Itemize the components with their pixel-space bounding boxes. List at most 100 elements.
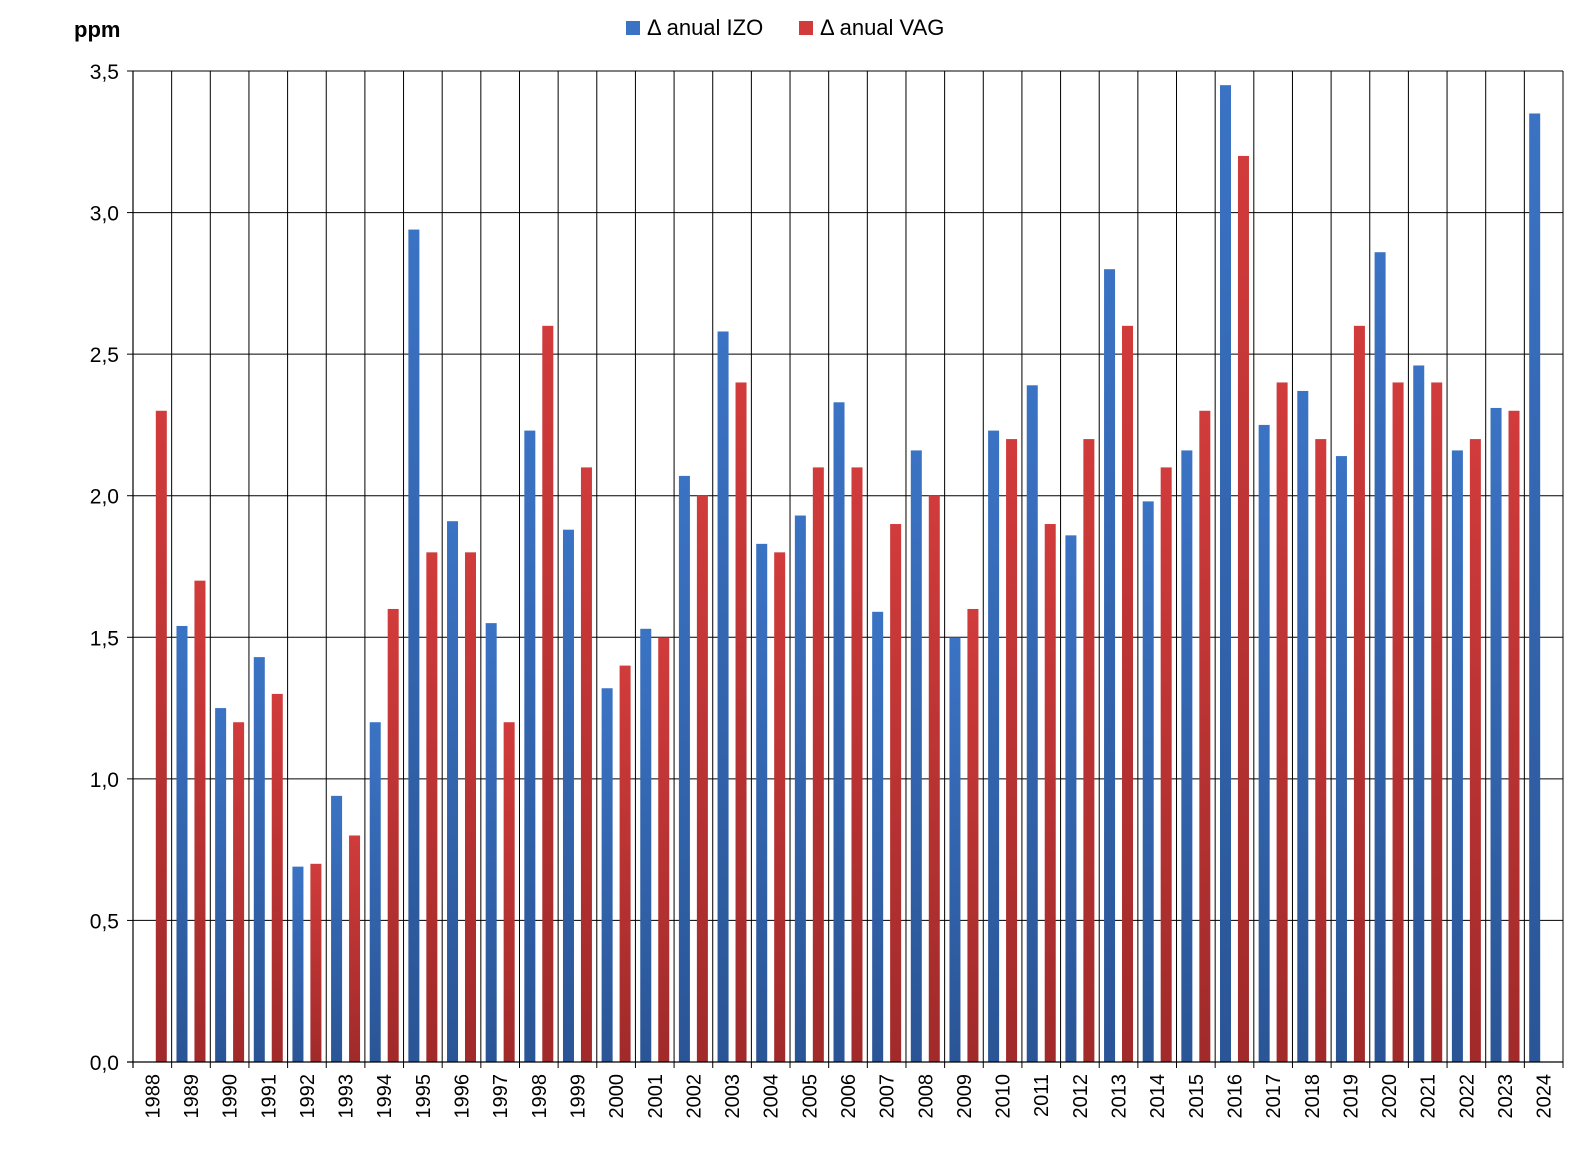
bar-izo-1995 (408, 229, 420, 1062)
bar-izo-2002 (678, 475, 690, 1062)
x-tick-label: 2001 (645, 1074, 667, 1119)
x-tick-label: 2013 (1109, 1074, 1131, 1119)
bar-izo-2007 (872, 611, 884, 1062)
legend: Δ anual IZO Δ anual VAG (626, 15, 944, 40)
x-tick-label: 2005 (799, 1074, 821, 1119)
bar-vag-1994 (387, 608, 399, 1062)
x-tick-label: 2017 (1263, 1074, 1285, 1119)
bar-izo-1992 (292, 866, 304, 1062)
x-tick-label: 1997 (490, 1074, 512, 1119)
x-tick-label: 2003 (722, 1074, 744, 1119)
bar-vag-1999 (580, 467, 592, 1062)
bar-vag-2018 (1315, 439, 1327, 1063)
bar-izo-2019 (1335, 456, 1347, 1062)
bar-izo-1990 (215, 708, 227, 1062)
bar-izo-2014 (1142, 501, 1154, 1062)
bar-vag-2008 (928, 495, 940, 1063)
x-tick-label: 2018 (1302, 1074, 1324, 1119)
bar-vag-2010 (1006, 439, 1018, 1063)
x-tick-label: 1996 (452, 1074, 474, 1119)
bar-izo-2012 (1065, 535, 1077, 1062)
bar-vag-2009 (967, 608, 979, 1062)
bar-vag-2020 (1392, 382, 1404, 1063)
bar-izo-1991 (253, 657, 265, 1062)
x-tick-label: 1994 (374, 1074, 396, 1119)
x-tick-label: 2011 (1031, 1074, 1053, 1117)
bar-izo-2020 (1374, 252, 1386, 1062)
bar-vag-1993 (349, 835, 361, 1062)
y-tick-label: 3,0 (90, 203, 119, 226)
bar-vag-1990 (233, 722, 245, 1062)
x-tick-label: 2024 (1534, 1074, 1556, 1119)
axes (127, 70, 1564, 1068)
bar-vag-2001 (658, 637, 670, 1062)
x-tick-label: 2012 (1070, 1074, 1092, 1119)
bar-vag-2019 (1353, 325, 1365, 1063)
bar-vag-1991 (271, 693, 283, 1062)
bar-vag-2023 (1508, 410, 1520, 1062)
bar-izo-2017 (1258, 424, 1270, 1062)
x-tick-label: 2007 (877, 1074, 899, 1119)
x-tick-label: 2021 (1418, 1074, 1440, 1119)
x-tick-label: 1999 (567, 1074, 589, 1119)
bar-izo-2024 (1529, 113, 1541, 1063)
y-tick-label: 2,0 (90, 486, 119, 509)
y-tick-label: 2,5 (90, 344, 119, 367)
bar-vag-2016 (1237, 155, 1249, 1062)
bar-vag-1995 (426, 552, 438, 1062)
y-tick-label: 0,5 (90, 910, 119, 933)
y-tick-label: 1,0 (90, 769, 119, 792)
x-tick-label: 1990 (220, 1074, 242, 1119)
x-tick-label: 1988 (142, 1074, 164, 1119)
bar-izo-2003 (717, 331, 729, 1062)
bar-izo-2011 (1026, 385, 1038, 1062)
bar-vag-2021 (1431, 382, 1443, 1063)
y-tick-label: 3,5 (90, 61, 119, 84)
x-tick-label: 2020 (1379, 1074, 1401, 1119)
bar-izo-1996 (447, 521, 459, 1062)
bar-vag-2003 (735, 382, 747, 1063)
x-tick-label: 1995 (413, 1074, 435, 1119)
bar-vag-2013 (1122, 325, 1134, 1063)
y-tick-labels: 0,0 0,5 1,0 1,5 2,0 2,5 3,0 3,5 (90, 61, 119, 1075)
bar-vag-2022 (1469, 439, 1481, 1063)
bar-vag-2011 (1044, 524, 1056, 1062)
bar-izo-2009 (949, 637, 961, 1062)
bar-vag-1997 (503, 722, 515, 1062)
bar-vag-2012 (1083, 439, 1095, 1063)
x-tick-label: 2000 (606, 1074, 628, 1119)
x-tick-label: 2006 (838, 1074, 860, 1119)
y-axis-unit-label: ppm (74, 17, 120, 42)
bar-vag-2015 (1199, 410, 1211, 1062)
y-tick-label: 1,5 (90, 627, 119, 650)
bar-izo-2021 (1413, 365, 1425, 1063)
bar-vag-2007 (890, 524, 902, 1062)
grid-lines (132, 70, 1564, 1063)
bar-izo-1997 (485, 623, 497, 1062)
bar-izo-1998 (524, 430, 536, 1063)
bar-izo-2023 (1490, 407, 1502, 1062)
bar-vag-2017 (1276, 382, 1288, 1063)
bar-vag-1989 (194, 580, 206, 1062)
x-tick-label: 2009 (954, 1074, 976, 1119)
x-tick-label: 2022 (1456, 1074, 1478, 1119)
bar-vag-1996 (464, 552, 476, 1062)
bar-vag-1998 (542, 325, 554, 1063)
legend-label-izo: Δ anual IZO (647, 15, 763, 40)
x-tick-labels: 1988 1989 1990 1991 1992 1993 1994 1995 1996 1997… (142, 1074, 1555, 1119)
bar-vag-1992 (310, 863, 322, 1062)
bar-izo-2006 (833, 402, 845, 1062)
bar-izo-2004 (756, 543, 768, 1062)
x-tick-label: 2023 (1495, 1074, 1517, 1119)
x-tick-label: 2014 (1147, 1074, 1169, 1119)
bar-vag-2006 (851, 467, 863, 1062)
bar-vag-1988 (155, 410, 167, 1062)
bar-izo-2016 (1219, 85, 1231, 1062)
x-tick-label: 2008 (915, 1074, 937, 1119)
bar-izo-2013 (1104, 269, 1116, 1062)
bar-izo-2018 (1297, 390, 1309, 1062)
bar-izo-1994 (369, 722, 381, 1062)
x-tick-label: 2004 (761, 1074, 783, 1119)
legend-label-vag: Δ anual VAG (820, 15, 944, 40)
